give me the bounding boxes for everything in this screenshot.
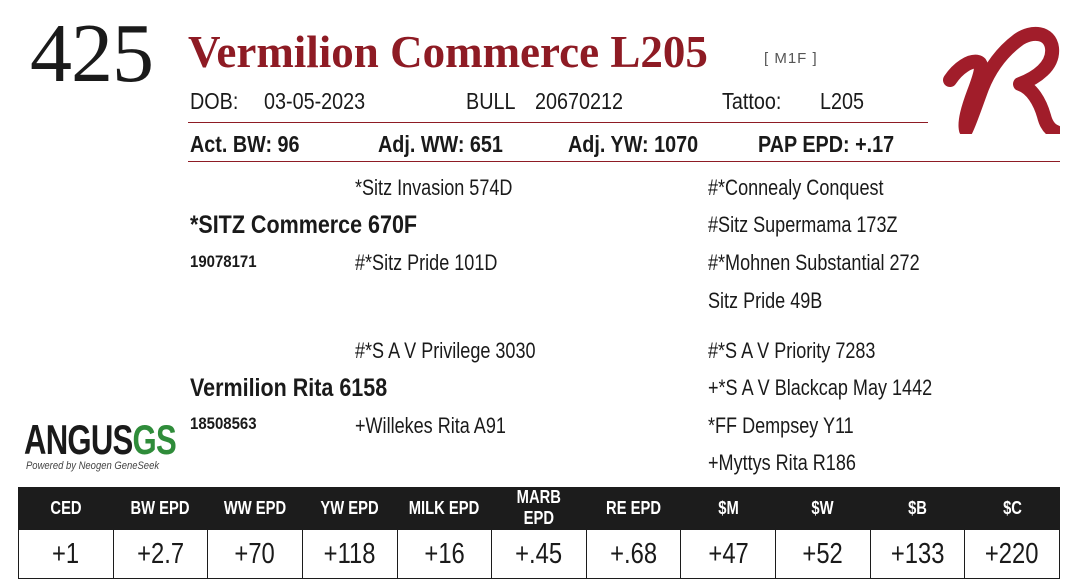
pedigree-dam-registration: 18508563 bbox=[190, 414, 257, 433]
epd-header-re: RE EPD bbox=[585, 487, 682, 530]
pedigree-sire-sire: *Sitz Invasion 574D bbox=[355, 175, 513, 200]
epd-value-marb: +.45 bbox=[491, 529, 587, 579]
pedigree-ds-dam: +*S A V Blackcap May 1442 bbox=[708, 375, 933, 400]
dob-label: DOB: bbox=[190, 88, 239, 114]
pedigree-dam-sire: #*S A V Privilege 3030 bbox=[355, 338, 536, 363]
pedigree-ss-sire: #*Connealy Conquest bbox=[708, 175, 884, 200]
epd-value-yw: +118 bbox=[301, 529, 398, 579]
actual-birth-weight: Act. BW: 96 bbox=[190, 131, 300, 157]
pedigree-dd-sire: *FF Dempsey Y11 bbox=[708, 413, 854, 438]
tattoo-value: L205 bbox=[820, 88, 865, 114]
pedigree-sire: *SITZ Commerce 670F bbox=[190, 211, 418, 239]
epd-value-row: +1 +2.7 +70 +118 +16 +.45 +.68 +47 +52 +… bbox=[18, 529, 1060, 579]
epd-value-w: +52 bbox=[775, 529, 871, 579]
pedigree-dam: Vermilion Rita 6158 bbox=[190, 374, 388, 402]
epd-value-milk: +16 bbox=[396, 529, 493, 579]
epd-value-b: +133 bbox=[869, 529, 966, 579]
epd-header-ced: CED bbox=[18, 487, 114, 530]
logo-wordmark: ANGUSGS bbox=[24, 418, 229, 462]
epd-header-milk: MILK EPD bbox=[396, 487, 493, 530]
tattoo-label: Tattoo: bbox=[722, 88, 782, 114]
pedigree-sd-sire: #*Mohnen Substantial 272 bbox=[708, 250, 920, 275]
epd-header-marb: MARB EPD bbox=[491, 487, 587, 530]
epd-header-c: $C bbox=[964, 487, 1060, 530]
adjusted-weaning-weight: Adj. WW: 651 bbox=[378, 131, 503, 157]
epd-value-m: +47 bbox=[680, 529, 776, 579]
animal-name: Vermilion Commerce L205 bbox=[188, 27, 708, 77]
epd-header-bw: BW EPD bbox=[112, 487, 209, 530]
sex-value: BULL bbox=[466, 88, 516, 114]
epd-header-yw: YW EPD bbox=[301, 487, 398, 530]
epd-header-ww: WW EPD bbox=[207, 487, 303, 530]
epd-value-re: +.68 bbox=[585, 529, 682, 579]
logo-tagline: Powered by Neogen GeneSeek bbox=[26, 460, 160, 472]
pedigree-sd-dam: Sitz Pride 49B bbox=[708, 288, 823, 313]
epd-header-w: $W bbox=[775, 487, 871, 530]
epd-table: CED BW EPD WW EPD YW EPD MILK EPD MARB E… bbox=[18, 487, 1060, 579]
pap-epd: PAP EPD: +.17 bbox=[758, 131, 895, 157]
angus-gs-logo: ANGUSGS Powered by Neogen GeneSeek bbox=[24, 418, 177, 478]
epd-header-m: $M bbox=[680, 487, 776, 530]
pedigree-dd-dam: +Myttys Rita R186 bbox=[708, 450, 856, 475]
epd-header-b: $B bbox=[869, 487, 966, 530]
epd-value-ww: +70 bbox=[207, 529, 303, 579]
pedigree-dam-dam: +Willekes Rita A91 bbox=[355, 413, 506, 438]
adjusted-yearling-weight: Adj. YW: 1070 bbox=[568, 131, 699, 157]
logo-accent-text: GS bbox=[132, 416, 177, 463]
registration-number: 20670212 bbox=[535, 88, 624, 114]
vr-brand-icon bbox=[940, 18, 1063, 139]
logo-main-text: ANGUS bbox=[24, 416, 133, 463]
lot-number: 425 bbox=[30, 7, 154, 100]
divider-line bbox=[188, 122, 928, 123]
epd-header-row: CED BW EPD WW EPD YW EPD MILK EPD MARB E… bbox=[18, 487, 1060, 530]
epd-value-ced: +1 bbox=[18, 529, 114, 579]
pedigree-ds-sire: #*S A V Priority 7283 bbox=[708, 338, 876, 363]
epd-value-bw: +2.7 bbox=[112, 529, 209, 579]
divider-line bbox=[188, 161, 1060, 162]
epd-value-c: +220 bbox=[964, 529, 1060, 579]
dob-value: 03-05-2023 bbox=[264, 88, 366, 114]
pedigree-sire-registration: 19078171 bbox=[190, 252, 257, 271]
pedigree-sire-dam: #*Sitz Pride 101D bbox=[355, 250, 498, 275]
genetic-flags: [ M1F ] bbox=[764, 50, 818, 67]
pedigree-ss-dam: #Sitz Supermama 173Z bbox=[708, 212, 898, 237]
